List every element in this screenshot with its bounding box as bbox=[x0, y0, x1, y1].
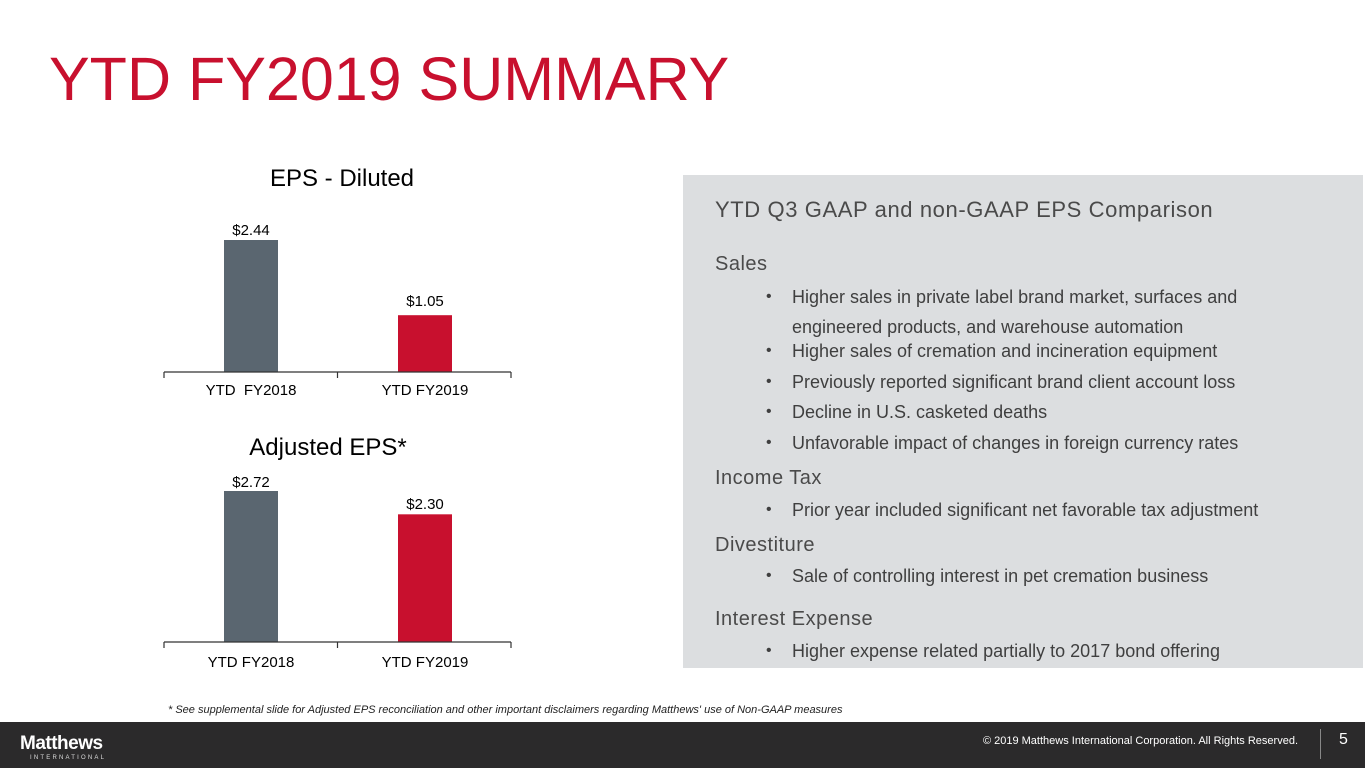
chart-2-category-label-1: YTD FY2019 bbox=[381, 654, 469, 671]
section-heading-divestiture: Divestiture bbox=[715, 534, 815, 556]
bullet-icon: • bbox=[766, 434, 772, 451]
charts-canvas bbox=[163, 240, 512, 648]
chart-2-title: Adjusted EPS* bbox=[249, 434, 407, 461]
chart-1-category-label-1: YTD FY2019 bbox=[381, 382, 469, 399]
bullet-icon: • bbox=[766, 501, 772, 518]
bullet-item: • Higher sales of cremation and incinera… bbox=[766, 336, 1306, 366]
chart-1-title: EPS - Diluted bbox=[269, 165, 415, 192]
copyright-text: © 2019 Matthews International Corporatio… bbox=[982, 735, 1298, 747]
bar-fy2019 bbox=[398, 315, 452, 372]
slide-title: YTD FY2019 SUMMARY bbox=[49, 45, 730, 113]
bullet-item: • Previously reported significant brand … bbox=[766, 367, 1306, 397]
bullet-icon: • bbox=[766, 288, 772, 305]
bullet-icon: • bbox=[766, 403, 772, 420]
chart-1-value-label-1: $1.05 bbox=[406, 293, 444, 310]
bullet-icon: • bbox=[766, 342, 772, 359]
bullet-item: • Decline in U.S. casketed deaths bbox=[766, 397, 1306, 427]
bullet-item: • Higher sales in private label brand ma… bbox=[766, 282, 1306, 342]
bullet-text: Unfavorable impact of changes in foreign… bbox=[792, 433, 1239, 453]
bullet-text: Higher sales in private label brand mark… bbox=[792, 287, 1238, 337]
section-heading-interest-expense: Interest Expense bbox=[715, 608, 874, 630]
chart-eps-diluted bbox=[163, 240, 512, 378]
footnote: * See supplemental slide for Adjusted EP… bbox=[168, 704, 843, 716]
bullet-item: • Prior year included significant net fa… bbox=[766, 495, 1306, 525]
chart-1-value-label-0: $2.44 bbox=[232, 222, 270, 239]
bullet-item: • Higher expense related partially to 20… bbox=[766, 636, 1306, 666]
bullet-icon: • bbox=[766, 567, 772, 584]
bullet-text: Higher sales of cremation and incinerati… bbox=[792, 341, 1218, 361]
footer-bar bbox=[0, 722, 1365, 768]
company-logo-subtitle: INTERNATIONAL bbox=[30, 755, 107, 761]
chart-2-category-label-0: YTD FY2018 bbox=[207, 654, 295, 671]
footer-divider bbox=[1320, 729, 1321, 759]
bullet-item: • Sale of controlling interest in pet cr… bbox=[766, 561, 1306, 591]
bar-fy2019 bbox=[398, 514, 452, 642]
chart-1-category-label-0: YTD FY2018 bbox=[205, 382, 297, 399]
bullet-text: Prior year included significant net favo… bbox=[792, 500, 1259, 520]
bar-fy2018 bbox=[224, 240, 278, 372]
bullet-text: Sale of controlling interest in pet crem… bbox=[792, 566, 1209, 586]
chart-adjusted-eps bbox=[163, 491, 512, 648]
bar-fy2018 bbox=[224, 491, 278, 642]
bullet-icon: • bbox=[766, 373, 772, 390]
panel-title: YTD Q3 GAAP and non-GAAP EPS Comparison bbox=[715, 197, 1214, 222]
comparison-panel bbox=[683, 175, 1363, 668]
page-number: 5 bbox=[1339, 731, 1348, 748]
bullet-icon: • bbox=[766, 642, 772, 659]
bullet-item: • Unfavorable impact of changes in forei… bbox=[766, 428, 1306, 458]
chart-2-value-label-1: $2.30 bbox=[406, 496, 444, 513]
section-heading-sales: Sales bbox=[715, 253, 768, 275]
chart-2-value-label-0: $2.72 bbox=[232, 474, 270, 491]
bullet-text: Previously reported significant brand cl… bbox=[792, 372, 1236, 392]
bullet-text: Decline in U.S. casketed deaths bbox=[792, 402, 1048, 422]
bullet-text: Higher expense related partially to 2017… bbox=[792, 641, 1220, 661]
company-logo: Matthews bbox=[20, 733, 103, 754]
section-heading-income-tax: Income Tax bbox=[715, 467, 822, 489]
